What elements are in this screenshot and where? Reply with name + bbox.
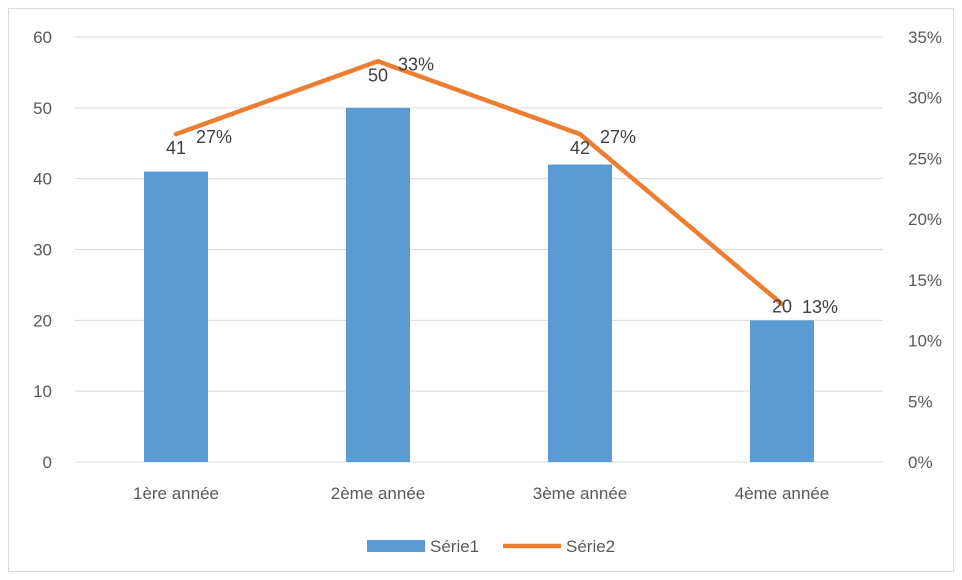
line-data-label: 33% — [398, 54, 434, 74]
line-point-3 — [578, 132, 582, 136]
right-axis-tick-label: 0% — [908, 453, 933, 472]
left-axis-tick-label: 0 — [43, 453, 52, 472]
bar-data-label: 41 — [166, 138, 186, 158]
x-axis-tick-label: 1ère année — [133, 484, 219, 503]
line-data-label: 13% — [802, 297, 838, 317]
left-axis-tick-label: 50 — [33, 99, 52, 118]
right-axis-tick-label: 15% — [908, 271, 942, 290]
bar-data-label: 50 — [368, 65, 388, 85]
line-data-label: 27% — [196, 127, 232, 147]
line-point-4 — [780, 302, 784, 306]
legend-swatch-serie1 — [367, 540, 425, 552]
line-series-serie2 — [173, 59, 785, 307]
right-axis-tick-label: 25% — [908, 149, 942, 168]
legend-label-serie2: Série2 — [566, 537, 615, 556]
line-data-label: 27% — [600, 127, 636, 147]
x-axis-tick-label: 3ème année — [533, 484, 628, 503]
bar-1 — [144, 171, 208, 463]
left-axis-tick-label: 30 — [33, 241, 52, 260]
x-axis-tick-label: 2ème année — [331, 484, 426, 503]
bar-3 — [548, 164, 612, 462]
bar-4 — [750, 320, 814, 462]
right-axis-tick-label: 5% — [908, 392, 933, 411]
right-axis-tick-label: 10% — [908, 332, 942, 351]
legend-label-serie1: Série1 — [430, 537, 479, 556]
right-axis-tick-label: 30% — [908, 89, 942, 108]
line-point-2 — [376, 59, 380, 63]
left-axis-tick-label: 40 — [33, 170, 52, 189]
left-axis-tick-label: 20 — [33, 311, 52, 330]
left-axis-tick-label: 10 — [33, 382, 52, 401]
bar-data-label: 42 — [570, 138, 590, 158]
x-axis-tick-label: 4ème année — [735, 484, 830, 503]
right-axis-tick-label: 20% — [908, 210, 942, 229]
right-axis-tick-label: 35% — [908, 28, 942, 47]
line-point-1 — [174, 132, 178, 136]
left-axis-tick-label: 60 — [33, 28, 52, 47]
bar-2 — [346, 107, 410, 462]
bar-data-label: 20 — [772, 296, 792, 316]
